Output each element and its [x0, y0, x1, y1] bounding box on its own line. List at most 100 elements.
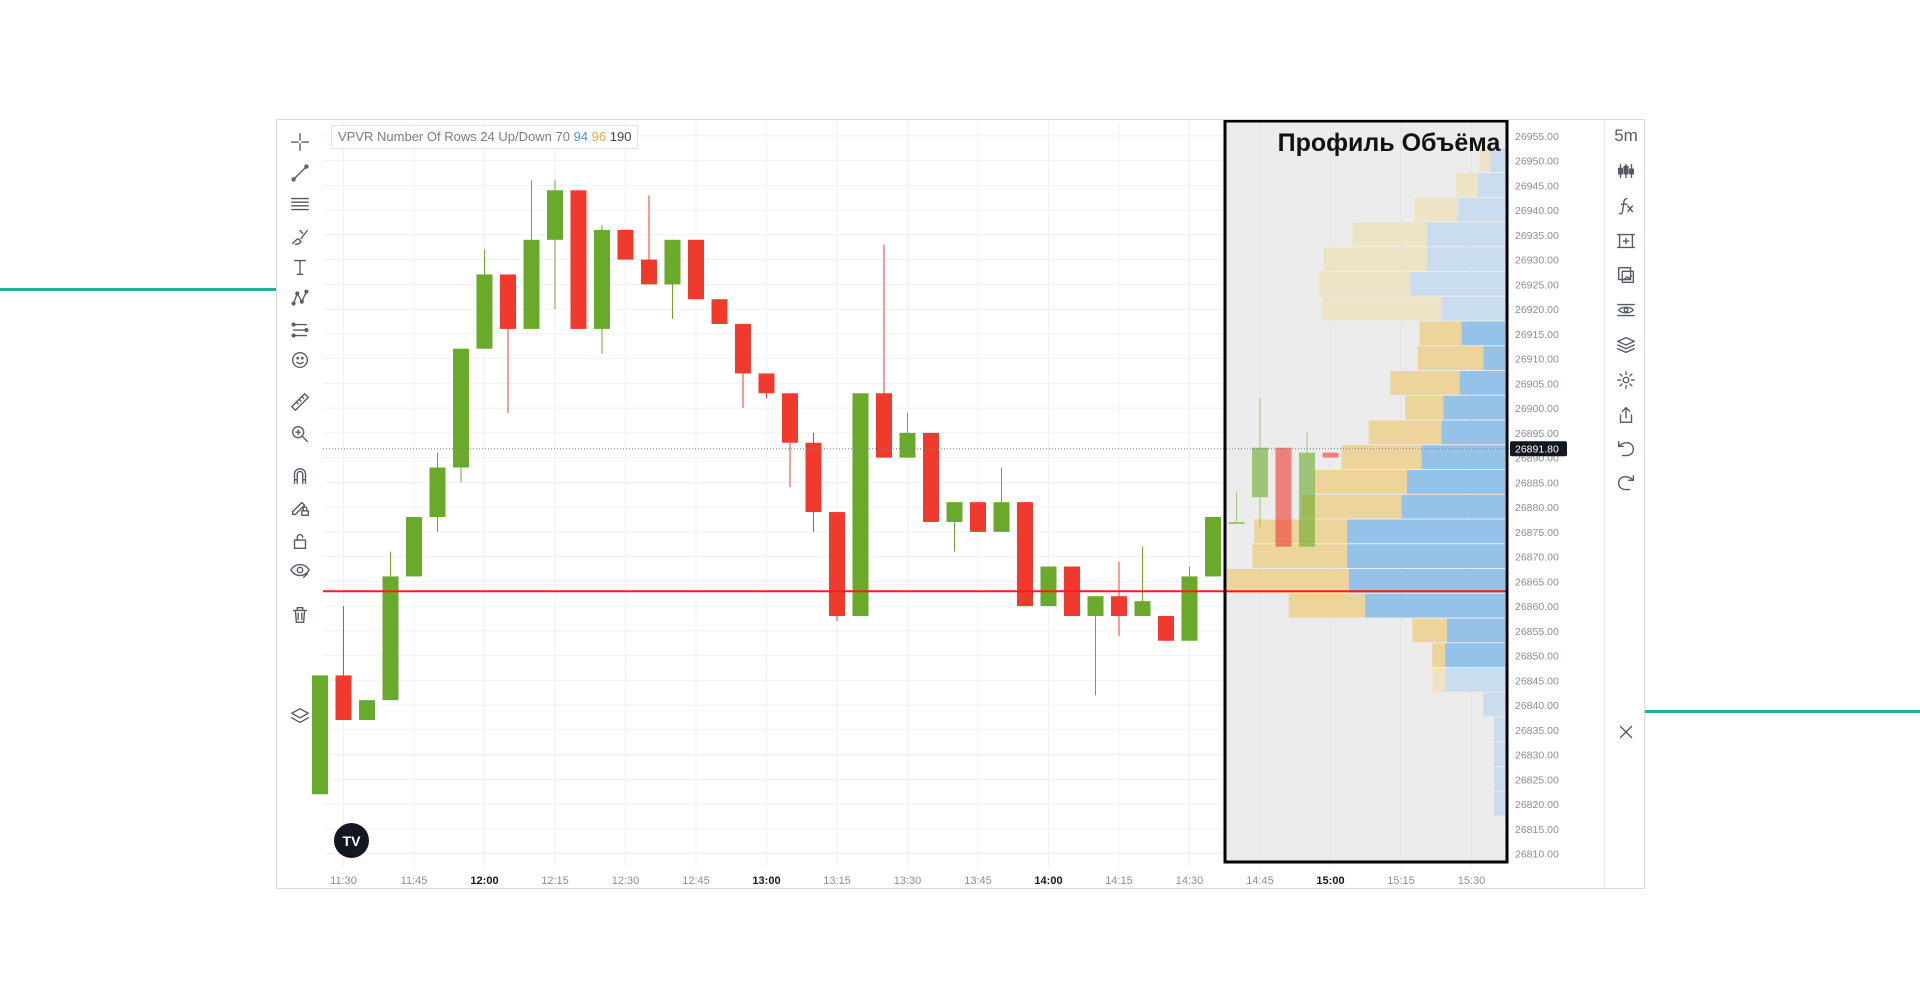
volume-profile-down-bar	[1479, 148, 1491, 172]
candle-up	[1252, 398, 1268, 527]
candle-body	[664, 239, 681, 285]
current-price-label: 26891.80	[1515, 444, 1559, 456]
candle-body	[829, 512, 845, 617]
fib-retracement-icon[interactable]	[284, 188, 316, 220]
pattern-icon[interactable]	[284, 282, 316, 314]
volume-profile-up-bar	[1348, 568, 1505, 593]
candle-body	[1087, 596, 1104, 617]
y-tick-label: 26905.00	[1515, 378, 1559, 390]
ruler-icon[interactable]	[284, 386, 316, 418]
candle-body	[335, 675, 352, 720]
fullscreen-icon[interactable]	[1610, 225, 1642, 257]
redo-icon[interactable]	[1610, 468, 1642, 500]
volume-profile-up-bar	[1441, 420, 1505, 445]
candle-body	[547, 190, 563, 240]
brush-icon[interactable]	[284, 220, 316, 252]
x-tick-label: 12:00	[470, 875, 498, 887]
x-tick-label: 15:30	[1458, 875, 1486, 887]
candle-up	[664, 239, 681, 320]
chart-widget: 26955.00 26950.00 26945.00 26940.00 26935.00…	[276, 119, 1645, 889]
x-tick-label: 11:45	[401, 875, 428, 887]
candle-body	[1228, 521, 1245, 524]
text-icon[interactable]	[284, 251, 316, 283]
candle-body	[805, 442, 822, 513]
layers-icon[interactable]	[1610, 329, 1642, 361]
volume-profile	[1225, 120, 1507, 862]
indicators-icon[interactable]	[1610, 190, 1642, 222]
volume-profile-down-bar	[1405, 395, 1444, 420]
candle-up	[359, 700, 375, 720]
indicator-legend[interactable]: VPVR Number Of Rows 24 Up/Down 70 94 96 …	[331, 125, 639, 149]
candle-body	[1205, 517, 1221, 577]
volume-profile-down-bar	[1341, 445, 1422, 469]
share-icon[interactable]	[1610, 399, 1642, 431]
candles-icon[interactable]	[1610, 155, 1642, 187]
candle-up	[429, 452, 446, 532]
time-axis[interactable]: 11:30 11:45 12:00 12:15 12:30 12:45 13:00 13:15…	[330, 875, 1485, 887]
trash-icon[interactable]	[284, 599, 316, 631]
candle-up	[1205, 517, 1221, 577]
candle-down	[335, 606, 352, 720]
emoji-icon[interactable]	[284, 344, 316, 376]
stay-in-drawing-mode-icon[interactable]	[284, 492, 316, 524]
trend-line-icon[interactable]	[284, 157, 316, 189]
candle-body	[688, 239, 704, 300]
candle-body	[1181, 576, 1198, 641]
candle-body	[617, 229, 634, 260]
volume-profile-up-bar	[1490, 148, 1505, 172]
hide-drawings-icon[interactable]	[284, 554, 316, 586]
candle-body	[382, 576, 399, 701]
y-tick-label: 26850.00	[1515, 651, 1559, 663]
y-tick-label: 26950.00	[1515, 156, 1559, 168]
y-tick-label: 26840.00	[1515, 700, 1559, 712]
candle-body	[711, 299, 728, 324]
x-tick-label: 14:45	[1246, 875, 1274, 887]
candle-down	[1158, 616, 1174, 641]
magnet-icon[interactable]	[284, 460, 316, 492]
y-tick-label: 26945.00	[1515, 180, 1559, 192]
object-tree-icon[interactable]	[284, 700, 316, 732]
volume-profile-up-bar	[1477, 172, 1505, 197]
screenshot-icon[interactable]	[1610, 259, 1642, 291]
candle-body	[1252, 447, 1268, 498]
legend-up-value: 94	[573, 129, 589, 144]
price-axis[interactable]: 26955.00 26950.00 26945.00 26940.00 26935.00…	[1510, 131, 1567, 861]
candle-down	[876, 244, 892, 458]
zoom-in-icon[interactable]	[284, 418, 316, 450]
lock-icon[interactable]	[284, 525, 316, 557]
volume-profile-up-bar	[1406, 469, 1505, 494]
x-tick-label: 14:15	[1105, 875, 1133, 887]
crosshair-icon[interactable]	[284, 126, 316, 158]
candle-down	[829, 512, 845, 621]
volume-profile-down-bar	[1323, 247, 1427, 271]
current-price-badge	[1510, 441, 1567, 457]
x-tick-label: 14:30	[1176, 875, 1204, 887]
candle-up	[406, 517, 422, 577]
candle-up	[1299, 432, 1315, 547]
tradingview-logo[interactable]: TV	[334, 823, 369, 858]
settings-icon[interactable]	[1610, 364, 1642, 396]
close-icon[interactable]	[1610, 716, 1642, 748]
y-tick-label: 26935.00	[1515, 230, 1559, 242]
candle-up	[523, 180, 540, 329]
y-tick-label: 26815.00	[1515, 824, 1559, 836]
undo-icon[interactable]	[1610, 434, 1642, 466]
chart-canvas[interactable]: 26955.00 26950.00 26945.00 26940.00 26935.00…	[277, 120, 1604, 888]
candle-body	[523, 239, 540, 329]
candle-body	[429, 467, 446, 518]
candle-down	[688, 239, 704, 300]
candle-body	[1299, 452, 1315, 547]
x-tick-label: 12:15	[541, 875, 569, 887]
interval-5m[interactable]: 5m	[1610, 120, 1642, 152]
volume-profile-down-bar	[1390, 370, 1460, 395]
visibility-icon[interactable]	[1610, 294, 1642, 326]
candle-body	[500, 274, 516, 329]
volume-profile-down-bar	[1352, 222, 1427, 247]
interval-label: 5m	[1614, 126, 1638, 145]
candle-down	[735, 323, 751, 409]
volume-profile-down-bar	[1321, 296, 1442, 321]
volume-profile-up-bar	[1443, 395, 1505, 420]
volume-profile-down-bar	[1432, 643, 1446, 667]
prediction-icon[interactable]	[284, 314, 316, 346]
volume-profile-up-bar	[1421, 445, 1505, 469]
